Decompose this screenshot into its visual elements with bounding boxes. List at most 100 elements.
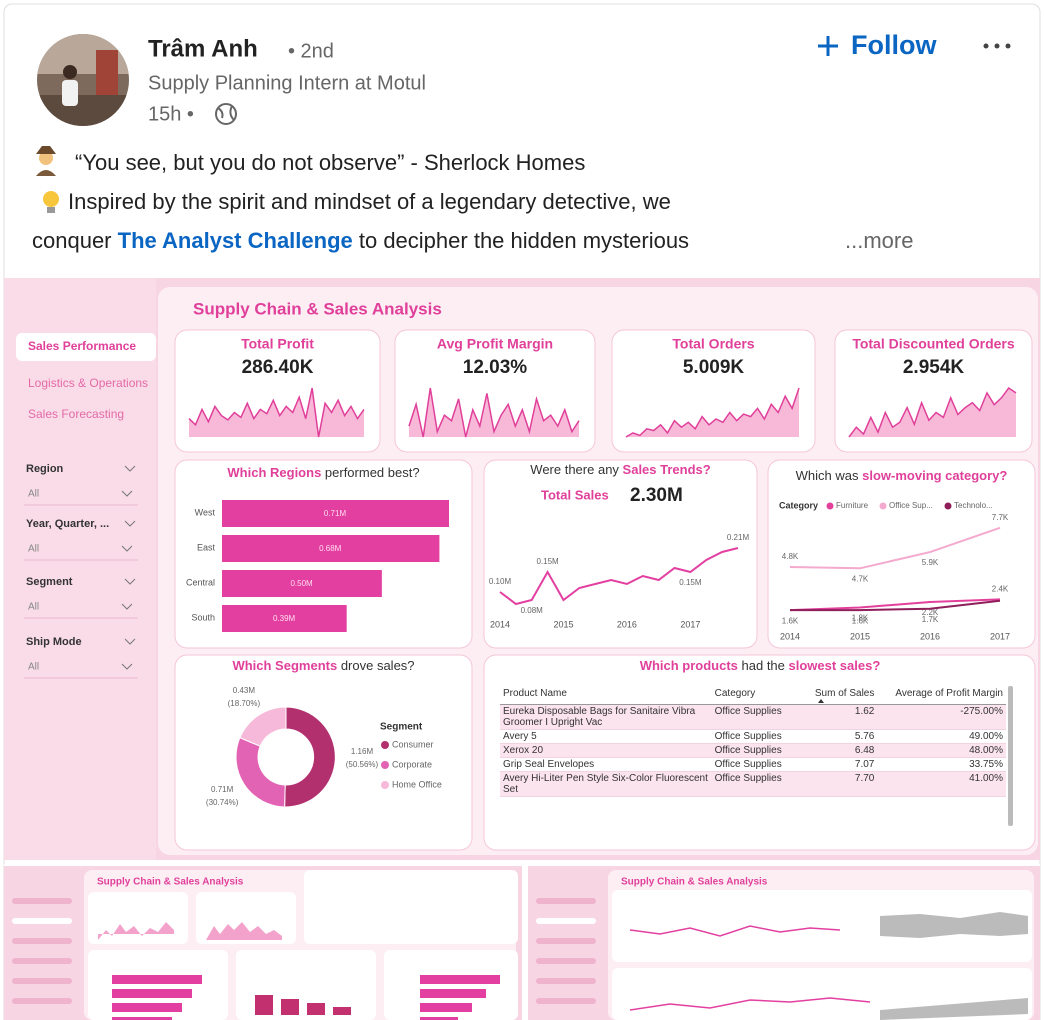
hashtag-link[interactable]: The Analyst Challenge	[118, 228, 353, 253]
see-more[interactable]: ...more	[845, 228, 913, 253]
data-label: 0.08M	[521, 606, 544, 615]
title-highlight: Which products	[640, 658, 738, 673]
nav-item[interactable]: Sales Forecasting	[28, 407, 124, 421]
nav-item[interactable]: Sales Performance	[28, 339, 136, 353]
thumb-col	[333, 1007, 351, 1015]
post-line: conquer The Analyst Challenge to deciphe…	[32, 228, 689, 253]
table-cell: Avery 5	[500, 729, 712, 744]
x-tick-label: 2015	[850, 631, 870, 641]
chart-title: Which Regions performed best?	[227, 465, 419, 480]
nav-item[interactable]: Logistics & Operations	[28, 376, 148, 390]
kpi-title: Total Orders	[672, 336, 754, 352]
filter-value[interactable]: All	[28, 544, 39, 555]
table-cell: 33.75%	[877, 757, 1006, 772]
chevron	[124, 465, 136, 472]
kpi-value: 5.009K	[683, 357, 745, 378]
thumb-bar	[112, 1017, 172, 1020]
legend-label: Home Office	[392, 779, 442, 789]
follow-button[interactable]: Follow	[818, 30, 937, 60]
x-tick-label: 2016	[617, 619, 637, 629]
thumb-card	[612, 890, 1032, 962]
sparkline	[625, 387, 800, 438]
author-name[interactable]: Trâm Anh	[148, 35, 258, 62]
data-label: 0.71M	[211, 785, 234, 794]
legend-dot	[826, 502, 834, 510]
thumb-col	[281, 999, 299, 1015]
sparkline-area	[189, 388, 364, 437]
dashboard-title: Supply Chain & Sales Analysis	[193, 299, 442, 318]
table-row: Xerox 20 Office Supplies 6.48 48.00%	[500, 743, 1006, 758]
avatar[interactable]	[37, 34, 129, 126]
category-label: East	[197, 542, 216, 552]
more-menu[interactable]	[983, 43, 1011, 49]
thumb-nav	[536, 918, 596, 924]
data-label: 0.21M	[727, 533, 750, 542]
detective-emoji	[36, 146, 56, 176]
table-cell: Office Supplies	[711, 743, 806, 758]
line	[789, 526, 1001, 570]
table-cell: 7.70	[805, 771, 878, 797]
thumb-bar	[420, 1003, 472, 1012]
table-grid: Product Name Category Sum of Sales Average …	[500, 682, 1006, 797]
table-row: Eureka Disposable Bags for Sanitaire Vib…	[500, 704, 1006, 730]
bar	[222, 570, 382, 597]
title-highlight: Sales Trends?	[623, 462, 711, 477]
text: conquer	[32, 228, 118, 253]
chart-title: Which Segments drove sales?	[232, 658, 414, 673]
bar	[222, 605, 347, 632]
table-cell: 49.00%	[877, 729, 1006, 744]
kpi-label: Total Sales	[541, 487, 609, 502]
filter-value[interactable]: All	[28, 662, 39, 673]
bar-label: 0.71M	[324, 509, 347, 518]
thumb-spark	[98, 922, 174, 940]
thumb-col	[255, 995, 273, 1015]
data-label: 2.2K	[922, 608, 939, 617]
kpi-title: Total Profit	[241, 336, 314, 352]
data-label: 7.7K	[992, 513, 1009, 522]
chevron	[121, 603, 133, 610]
column-header: Sum of Sales	[805, 682, 878, 705]
bar	[222, 535, 440, 562]
kpi-value: 12.03%	[463, 357, 528, 378]
sparkline-area	[626, 388, 799, 437]
thumb-nav	[536, 998, 596, 1004]
thumb-nav	[12, 998, 72, 1004]
table-row: Avery Hi-Liter Pen Style Six-Color Fluor…	[500, 771, 1006, 797]
donut-slice	[239, 706, 287, 747]
follow-label[interactable]: Follow	[851, 30, 937, 60]
line	[789, 598, 1001, 612]
chevron	[124, 638, 136, 645]
thumb-bar	[420, 1017, 458, 1020]
chevron	[124, 520, 136, 527]
legend-dot	[381, 741, 389, 749]
title-text: Were there any	[530, 462, 622, 477]
sparkline	[408, 387, 580, 438]
table-cell: -275.00%	[877, 704, 1006, 730]
table-row: Grip Seal Envelopes Office Supplies 7.07 33…	[500, 757, 1006, 772]
category-label: South	[191, 612, 215, 622]
legend-dot	[944, 502, 952, 510]
kpi-title: Total Discounted Orders	[852, 336, 1015, 352]
sparkline	[848, 386, 1017, 438]
thumb-nav	[536, 938, 596, 944]
filter-value[interactable]: All	[28, 489, 39, 500]
line	[499, 547, 739, 606]
data-label: 0.15M	[536, 557, 559, 566]
filter-value[interactable]: All	[28, 602, 39, 613]
thumb-nav	[12, 978, 72, 984]
thumb-card	[88, 892, 188, 944]
thumb-card	[88, 950, 228, 1020]
percent-label: (30.74%)	[206, 798, 239, 807]
legend-label: Corporate	[392, 759, 432, 769]
percent-label: (18.70%)	[228, 699, 261, 708]
thumb-bar	[420, 975, 500, 984]
thumb-nav	[536, 958, 596, 964]
chevron	[124, 578, 136, 585]
line	[790, 599, 1001, 612]
nav-active	[16, 333, 156, 361]
legend-label: Office Sup...	[889, 501, 933, 510]
table-cell: 7.07	[805, 757, 878, 772]
thumb-nav	[12, 918, 72, 924]
chevron	[121, 490, 133, 497]
